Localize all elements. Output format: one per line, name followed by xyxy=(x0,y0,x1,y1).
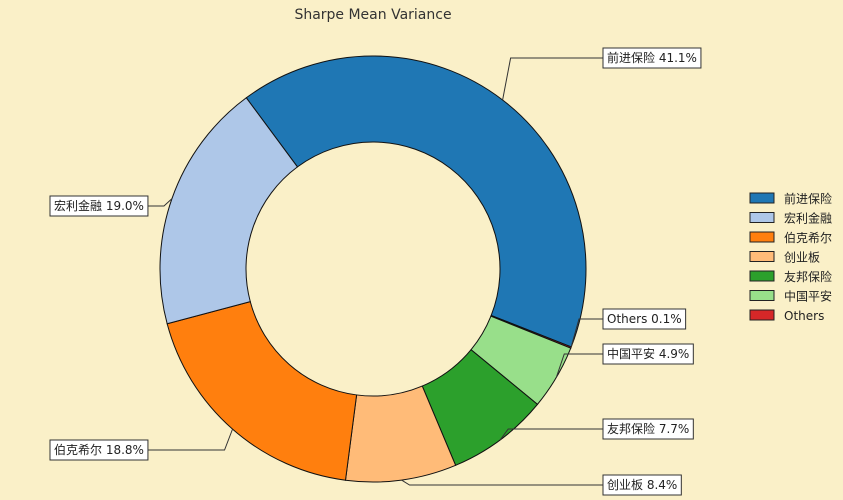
legend-label-4: 友邦保险 xyxy=(784,269,832,284)
legend-swatch-0 xyxy=(749,192,775,204)
callout-label-5: 伯克希尔 18.8% xyxy=(54,442,144,457)
callout-label-3: 友邦保险 7.7% xyxy=(607,421,689,436)
donut-slice-5 xyxy=(166,301,358,481)
callout-leader-1 xyxy=(570,318,603,348)
legend-swatch-2 xyxy=(749,231,775,243)
legend-swatch-3 xyxy=(749,251,775,262)
slice-callouts: 前进保险 41.1% Others 0.1% 中国平安 4.9% 友邦保险 7.7% 创… xyxy=(49,47,702,496)
callout-box-1 xyxy=(602,308,687,330)
callout-box-3 xyxy=(602,418,694,440)
callout-leader-3 xyxy=(499,428,603,441)
legend-swatch-1 xyxy=(749,212,775,223)
legend-label-5: 中国平安 xyxy=(784,289,832,304)
legend-swatch-6 xyxy=(749,309,775,321)
callout-leader-6 xyxy=(147,198,173,207)
callout-box-5 xyxy=(49,439,149,461)
callout-label-4: 创业板 8.4% xyxy=(607,478,677,492)
callout-label-0: 前进保险 41.1% xyxy=(607,50,697,65)
callout-box-0 xyxy=(602,47,702,69)
donut-slices xyxy=(159,55,587,483)
legend-label-6: Others xyxy=(784,309,824,323)
legend-label-3: 创业板 xyxy=(784,251,820,265)
callout-label-1: Others 0.1% xyxy=(607,312,682,326)
callout-label-2: 中国平安 4.9% xyxy=(607,346,689,361)
callout-leader-5 xyxy=(147,428,233,451)
legend-label-2: 伯克希尔 xyxy=(784,230,832,245)
legend-swatch-4 xyxy=(749,270,775,282)
callout-label-6: 宏利金融 19.0% xyxy=(54,198,144,213)
callout-box-6 xyxy=(49,195,149,217)
donut-slice-6 xyxy=(159,97,299,325)
chart-title: Sharpe Mean Variance xyxy=(294,7,451,23)
callout-box-4 xyxy=(602,474,682,496)
callout-leader-0 xyxy=(502,57,603,101)
callout-box-2 xyxy=(602,343,694,365)
donut-slice-0 xyxy=(245,55,587,348)
callout-leader-4 xyxy=(401,479,603,486)
callout-leader-2 xyxy=(555,353,603,378)
legend-label-1: 宏利金融 xyxy=(784,211,832,226)
legend-label-0: 前进保险 xyxy=(784,191,832,206)
legend-swatch-5 xyxy=(749,290,775,301)
